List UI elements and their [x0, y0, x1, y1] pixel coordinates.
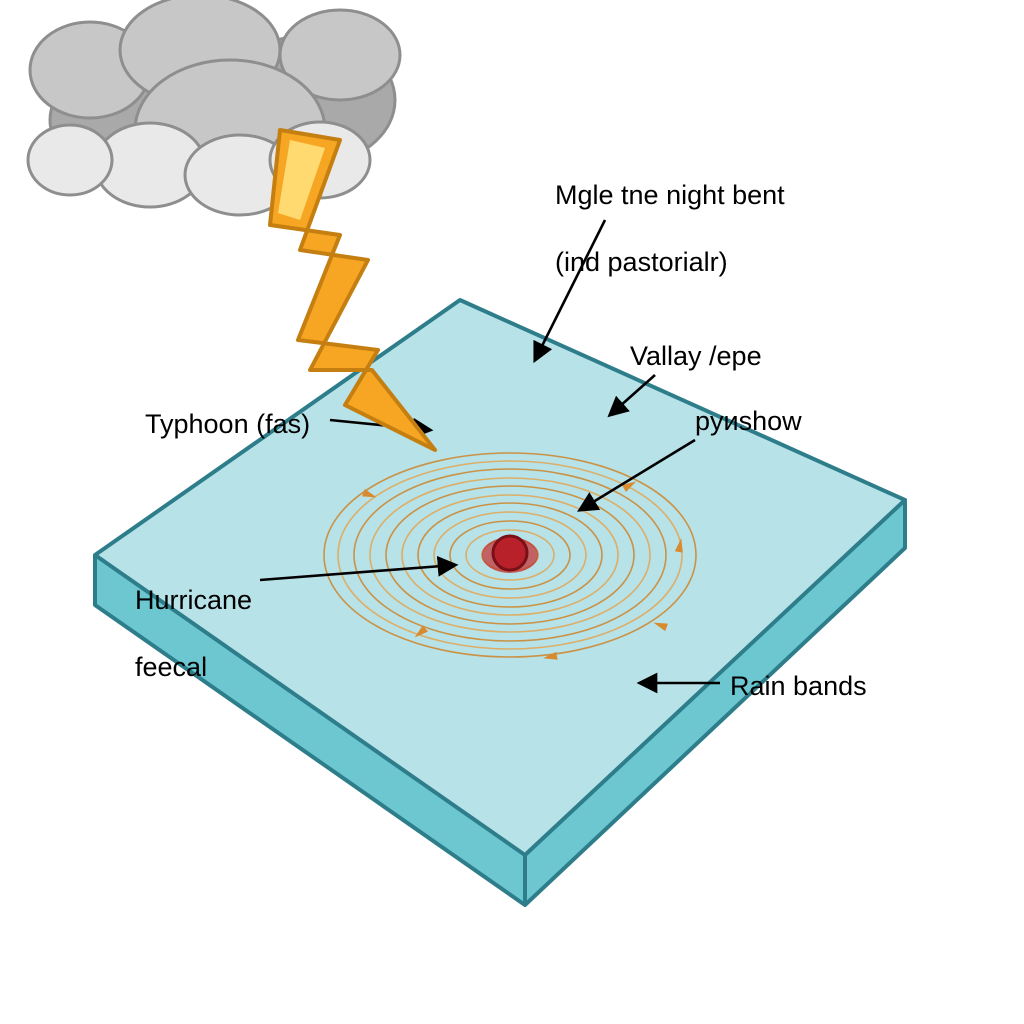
- label-typhoon: Typhoon (fas): [145, 408, 310, 442]
- label-pynshow: pyиshow: [695, 405, 802, 439]
- label-top: Mgle tne night bent (ind pastorialr): [540, 145, 785, 280]
- storm-cloud: [28, 0, 400, 215]
- label-rainbands: Rain bands: [730, 670, 867, 704]
- label-vallay: Vallay /epe: [630, 340, 762, 374]
- diagram-stage: [0, 0, 1024, 1024]
- label-hurricane: Hurricane feecal: [120, 550, 252, 685]
